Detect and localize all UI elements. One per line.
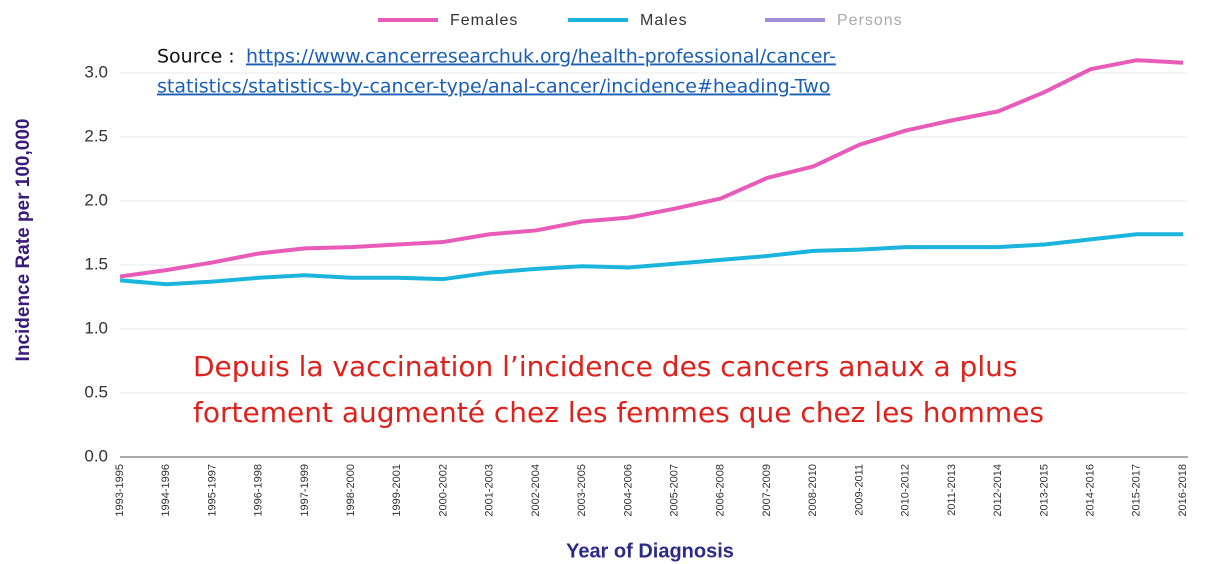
- x-axis-label: Year of Diagnosis: [566, 540, 734, 562]
- source-label: Source :: [157, 46, 235, 68]
- y-tick-label: 1.0: [84, 318, 108, 337]
- x-tick-label: 2015-2017: [1131, 464, 1143, 517]
- x-tick-label: 1999-2001: [391, 464, 403, 517]
- x-tick-label: 2011-2013: [946, 464, 958, 516]
- x-tick-label: 2012-2014: [992, 464, 1004, 517]
- source-link[interactable]: statistics/statistics-by-cancer-type/ana…: [157, 76, 830, 98]
- y-tick-label: 3.0: [84, 62, 108, 81]
- y-tick-label: 0.5: [84, 382, 108, 401]
- y-tick-label: 0.0: [84, 446, 108, 465]
- x-tick-label: 1996-1998: [253, 464, 265, 517]
- x-tick-label: 2010-2012: [900, 464, 912, 517]
- x-tick-label: 2009-2011: [853, 464, 865, 516]
- series-line: [119, 232, 1183, 287]
- x-tick-label: 2000-2002: [437, 464, 449, 517]
- y-axis-label: Incidence Rate per 100,000: [13, 119, 34, 362]
- y-tick-label: 2.5: [84, 126, 108, 145]
- y-tick-label: 1.5: [84, 254, 108, 273]
- series-line: [119, 58, 1184, 279]
- x-tick-label: 2007-2009: [761, 464, 773, 517]
- legend-label: Females: [450, 12, 518, 29]
- x-tick-label: 1998-2000: [345, 464, 357, 517]
- x-tick-label: 1995-1997: [206, 464, 218, 517]
- x-tick-label: 2016-2018: [1177, 464, 1189, 517]
- y-tick-label: 2.0: [84, 190, 108, 209]
- annotation: fortement augmenté chez les femmes que c…: [193, 396, 1044, 429]
- x-tick-label: 2004-2006: [622, 464, 634, 517]
- x-tick-label: 2003-2005: [576, 464, 588, 517]
- x-tick-label: 2006-2008: [715, 464, 727, 517]
- x-tick-label: 2014-2016: [1084, 464, 1096, 517]
- x-tick-label: 2001-2003: [484, 464, 496, 517]
- x-tick-label: 1994-1996: [160, 464, 172, 517]
- source-link[interactable]: https://www.cancerresearchuk.org/health-…: [246, 46, 836, 68]
- x-tick-label: 1993-1995: [114, 464, 126, 517]
- legend-label: Males: [640, 12, 688, 29]
- annotation: Depuis la vaccination l’incidence des ca…: [193, 350, 1017, 383]
- x-tick-label: 2005-2007: [669, 464, 681, 517]
- legend-label: Persons: [837, 12, 903, 29]
- x-tick-label: 1997-1999: [299, 464, 311, 517]
- x-tick-label: 2008-2010: [807, 464, 819, 517]
- x-tick-label: 2013-2015: [1038, 464, 1050, 517]
- x-tick-label: 2002-2004: [530, 464, 542, 517]
